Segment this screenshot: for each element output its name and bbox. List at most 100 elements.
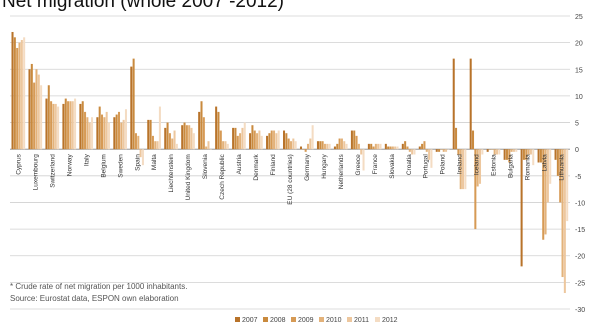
bar [20, 39, 23, 150]
bar [141, 149, 144, 166]
bar [452, 58, 455, 150]
bar [33, 82, 36, 150]
bar [215, 106, 218, 150]
category-label: Portugal [423, 154, 430, 179]
bar [253, 130, 256, 150]
bar [498, 149, 501, 155]
bar [18, 42, 21, 150]
category-label: Italy [83, 153, 90, 166]
bar [137, 135, 140, 150]
bar [510, 149, 513, 152]
bar [413, 149, 416, 155]
bar [394, 146, 397, 150]
bar [205, 146, 208, 150]
bar [277, 130, 280, 150]
bar [273, 130, 276, 150]
category-label: Liechtenstein [168, 154, 175, 193]
bar [515, 149, 518, 152]
source-note: Source: Eurostat data, ESPON own elabora… [10, 294, 179, 303]
bar [556, 149, 559, 176]
y-tick-label: 25 [575, 14, 583, 21]
footnote: * Crude rate of net migration per 1000 i… [10, 282, 188, 291]
bar [425, 149, 428, 152]
bar [306, 143, 309, 150]
bar [283, 130, 286, 150]
category-label: Croatia [406, 154, 413, 175]
bar [164, 127, 167, 150]
bar [311, 125, 314, 150]
bar [251, 125, 254, 150]
bar [130, 66, 133, 150]
bar [117, 111, 121, 150]
bar [566, 149, 569, 222]
bar [239, 133, 242, 150]
bar [438, 149, 441, 152]
bar [190, 127, 193, 150]
bar [168, 133, 171, 150]
category-label: Cyprus [15, 153, 22, 174]
bar [226, 143, 229, 150]
legend-label: 2012 [382, 317, 398, 324]
bar [374, 143, 377, 150]
bar [98, 106, 101, 150]
bar [11, 31, 14, 150]
bar [529, 149, 532, 155]
bar [107, 122, 111, 150]
page-title: Net migration (whole 2007 -2012) [2, 0, 284, 12]
bar [522, 149, 525, 160]
bar [181, 125, 184, 150]
category-label: Romania [525, 154, 532, 180]
y-tick-label: 20 [575, 41, 583, 48]
legend-label: 2010 [326, 317, 342, 324]
bar [124, 109, 127, 150]
bar [345, 143, 348, 150]
bar [370, 143, 373, 150]
bar [236, 135, 239, 150]
category-label: Poland [440, 154, 447, 175]
y-tick-label: -25 [575, 280, 585, 287]
bar [355, 135, 358, 150]
legend-swatch [235, 317, 240, 322]
bar [84, 111, 87, 150]
category-label: United Kingdom [185, 154, 192, 200]
bar [139, 149, 142, 158]
bar [45, 98, 48, 150]
legend-swatch [347, 317, 352, 322]
bar [430, 149, 433, 168]
bar [512, 149, 515, 152]
bar [336, 143, 339, 150]
bar [360, 149, 363, 155]
bar [16, 47, 19, 150]
bar [154, 141, 157, 150]
y-tick-label: 5 [575, 121, 579, 128]
bar [459, 149, 462, 190]
bar [52, 103, 55, 150]
bar [316, 141, 319, 150]
legend-label: 2011 [354, 317, 369, 324]
bar [156, 141, 159, 150]
bar [340, 138, 343, 150]
bar [503, 149, 506, 160]
bar [202, 117, 205, 150]
bar [67, 101, 70, 150]
y-tick-label: -5 [575, 174, 581, 181]
bar [362, 149, 365, 171]
bar [357, 143, 360, 150]
bar [462, 149, 465, 190]
category-label: Greece [355, 154, 362, 176]
category-label: Finland [270, 154, 277, 176]
bar [323, 143, 326, 150]
bar [508, 149, 511, 163]
bar [294, 141, 297, 150]
bar [421, 143, 424, 150]
bar [428, 149, 431, 160]
bar [69, 101, 72, 150]
y-tick-label: -10 [575, 200, 585, 207]
bar [495, 149, 498, 155]
bar [328, 143, 331, 150]
bar [103, 117, 106, 150]
bar [455, 127, 458, 150]
bar [120, 122, 123, 150]
bar [319, 141, 322, 150]
bar [539, 149, 542, 163]
